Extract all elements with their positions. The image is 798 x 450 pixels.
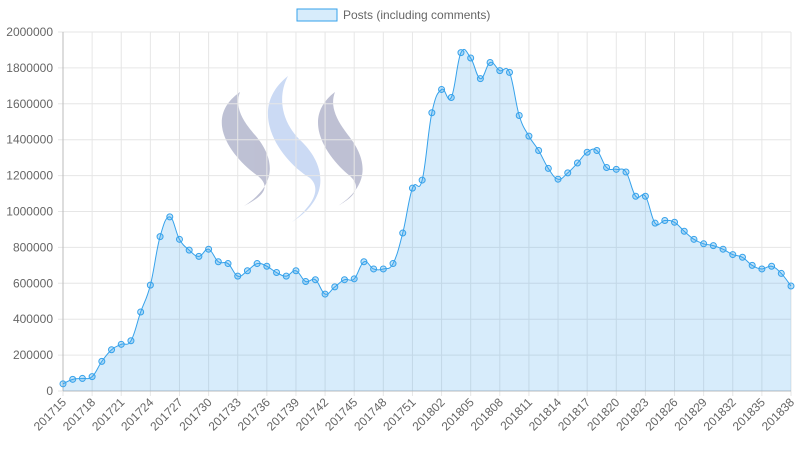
y-tick-label: 400000 [13,312,53,326]
point [777,269,785,277]
point [447,94,455,102]
point [506,68,514,76]
point [438,85,446,93]
legend-swatch [296,8,338,22]
point [457,49,465,57]
point [185,246,193,254]
point [603,164,611,172]
point [350,275,358,283]
point [214,258,222,266]
point [263,262,271,270]
point [59,380,67,388]
point [768,262,776,270]
point [195,252,203,260]
point [418,176,426,184]
line [62,48,792,385]
point [496,67,504,75]
point [700,240,708,248]
point [117,340,125,348]
y-tick-label: 800000 [13,240,53,254]
legend-item: Posts (including comments) [296,8,490,22]
point [719,245,727,253]
y-tick-label: 1200000 [6,169,53,183]
point [253,260,261,268]
point [146,281,154,289]
point [78,374,86,382]
point [709,242,717,250]
point [467,54,475,62]
area [63,49,791,391]
point [224,260,232,268]
point [175,235,183,243]
point [137,308,145,316]
point [389,260,397,268]
point [379,265,387,273]
logo [221,76,363,222]
point [234,272,242,280]
point [583,148,591,156]
point [408,184,416,192]
point [428,109,436,117]
y-tick-label: 1600000 [6,97,53,111]
point [273,269,281,277]
point [544,164,552,172]
point [127,337,135,345]
point [166,213,174,221]
point [108,346,116,354]
point [292,267,300,275]
point [156,233,164,241]
point [69,375,77,383]
point [302,278,310,286]
point [729,251,737,259]
point [98,357,106,365]
point [573,159,581,167]
point [321,290,329,298]
point [331,283,339,291]
point [205,245,213,253]
point [622,168,630,176]
point [535,146,543,154]
x-tick-label: 201838 [759,395,797,433]
y-tick-label: 600000 [13,276,53,290]
point [282,272,290,280]
point [758,265,766,273]
point [661,216,669,224]
point [564,169,572,177]
point [671,218,679,226]
point [632,192,640,200]
point [486,59,494,67]
point [399,229,407,237]
point [593,146,601,154]
y-tick-label: 0 [46,384,53,398]
point [311,276,319,284]
point [340,276,348,284]
point [243,267,251,275]
y-tick-label: 1400000 [6,133,53,147]
point [515,111,523,119]
y-tick-label: 200000 [13,348,53,362]
point [88,373,96,381]
point [641,192,649,200]
point [748,261,756,269]
legend-label: Posts (including comments) [343,8,490,22]
y-tick-label: 2000000 [6,25,53,39]
point [476,75,484,83]
x-tick-label: 201808 [468,395,506,433]
point [525,132,533,140]
point [690,235,698,243]
point [370,265,378,273]
point [651,219,659,227]
point [787,282,795,290]
point [612,165,620,173]
y-tick-label: 1000000 [6,205,53,219]
point [554,175,562,183]
point [680,227,688,235]
point [360,258,368,266]
y-tick-label: 1800000 [6,61,53,75]
point [738,253,746,261]
